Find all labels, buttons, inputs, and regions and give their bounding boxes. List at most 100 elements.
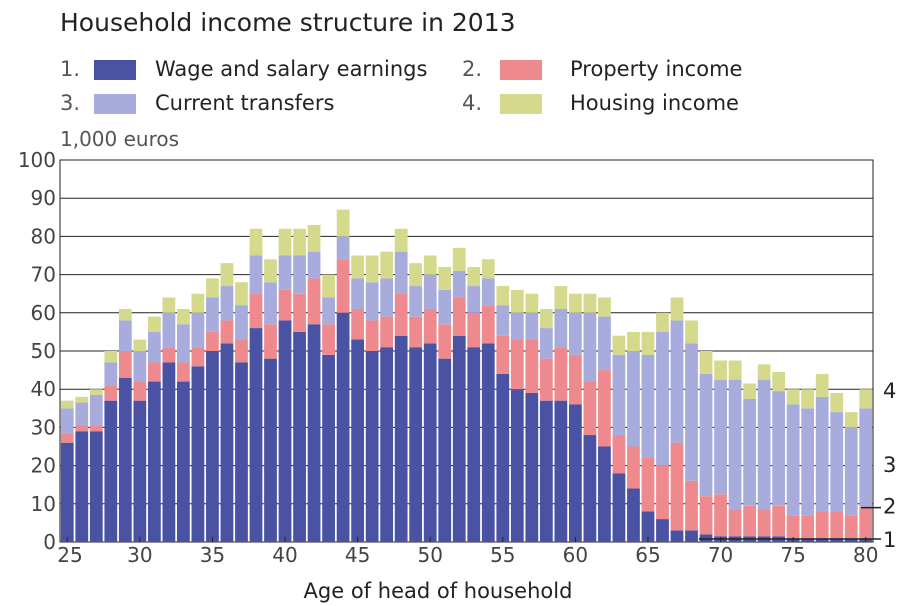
bar-segment (162, 347, 176, 363)
bar-segment (89, 431, 103, 542)
bar-segment (293, 293, 306, 332)
bar-segment (220, 343, 234, 542)
bar-segment (75, 431, 89, 542)
bar-segment (60, 433, 74, 443)
bar-segment (394, 251, 408, 294)
bar-segment (496, 373, 510, 542)
bar-segment (409, 263, 423, 287)
bar-segment (859, 389, 873, 409)
bar-segment (452, 270, 466, 298)
bar-segment (612, 354, 626, 436)
bar-segment (336, 312, 350, 542)
bar-segment (569, 312, 582, 355)
bar-segment (670, 442, 684, 531)
bar-segment (307, 224, 321, 252)
bar-segment (60, 400, 74, 409)
bar-segment (786, 404, 800, 516)
bar-segment (336, 259, 350, 313)
bar-segment (89, 389, 103, 395)
plot-area: 0 10 20 30 40 50 60 70 80 90 100 25 30 35 40 45 50 55 60 65… (18, 148, 897, 567)
x-tick-label: 60 (563, 543, 588, 567)
bar-segment (685, 320, 698, 344)
series-end-label: 2 (883, 495, 896, 519)
x-tick-label: 40 (272, 543, 297, 567)
bar-segment (191, 347, 205, 367)
bar-segment (743, 383, 756, 399)
bar-segment (815, 538, 829, 542)
x-tick-label: 30 (127, 543, 152, 567)
bar-segment (699, 351, 713, 374)
x-tick-label: 35 (200, 543, 225, 567)
bar-segment (452, 247, 466, 271)
bar-segment (394, 335, 408, 542)
bar-segment (75, 402, 89, 426)
y-tick-label: 90 (31, 186, 56, 210)
bar-segment (249, 293, 263, 329)
bar-segment (60, 408, 74, 434)
bar-segment (177, 308, 190, 325)
bar-segment (569, 354, 582, 405)
bar-segment (656, 465, 669, 520)
bar-segment (496, 335, 510, 374)
bar-segment (249, 228, 263, 256)
bar-segment (728, 509, 742, 537)
bar-segment (278, 320, 292, 542)
bar-segment (147, 381, 161, 542)
bar-segment (641, 354, 655, 458)
bar-segment (162, 297, 176, 313)
bar-segment (728, 379, 742, 510)
bar-segment (656, 519, 669, 542)
x-tick-label: 65 (635, 543, 660, 567)
bar-segment (467, 266, 481, 287)
bar-segment (235, 305, 248, 340)
bar-segment (177, 324, 190, 363)
bar-segment (191, 293, 205, 313)
bar-segment (598, 370, 611, 447)
y-tick-label: 70 (31, 263, 56, 287)
bar-segment (714, 360, 727, 380)
bar-segment (844, 515, 858, 539)
legend-label-wage: Wage and salary earnings (155, 57, 427, 81)
bar-segment (728, 360, 742, 380)
legend-number-transfers: 3. (60, 91, 80, 115)
legend-number-wage: 1. (60, 57, 80, 81)
bar-segment (206, 331, 219, 351)
bar-segment (772, 505, 786, 537)
bar-segment (293, 331, 306, 542)
legend-swatch-property (500, 60, 542, 80)
bar-segment (699, 373, 713, 497)
bar-segment (743, 505, 756, 537)
bar-segment (351, 308, 365, 340)
bar-segment (177, 381, 190, 542)
bar-segment (815, 373, 829, 397)
bar-segment (627, 446, 640, 489)
bar-segment (844, 427, 858, 516)
bar-segment (801, 515, 815, 539)
bar-segment (510, 389, 524, 542)
bar-segment (264, 282, 277, 325)
bar-segment (525, 339, 539, 394)
bar-segment (612, 335, 626, 355)
bar-segment (133, 339, 147, 351)
bar-segment (380, 347, 394, 542)
bar-segment (612, 473, 626, 542)
bar-segment (380, 251, 394, 279)
bar-segment (60, 442, 74, 542)
bar-segment (801, 408, 815, 516)
bar-segment (583, 293, 597, 313)
bar-segment (118, 308, 132, 321)
legend-swatch-wage (94, 60, 136, 80)
bar-segment (307, 324, 321, 542)
bar-segment (757, 379, 771, 510)
series-end-label: 3 (883, 453, 896, 477)
bar-segment (569, 293, 582, 313)
bar-segment (539, 328, 553, 359)
bar-segment (510, 312, 524, 340)
bar-segment (264, 358, 277, 542)
x-tick-label: 70 (708, 543, 733, 567)
bar-segment (293, 228, 306, 256)
bar-segment (438, 324, 452, 359)
bar-segment (467, 286, 481, 313)
bar-segment (162, 312, 176, 348)
bar-segment (714, 379, 727, 495)
